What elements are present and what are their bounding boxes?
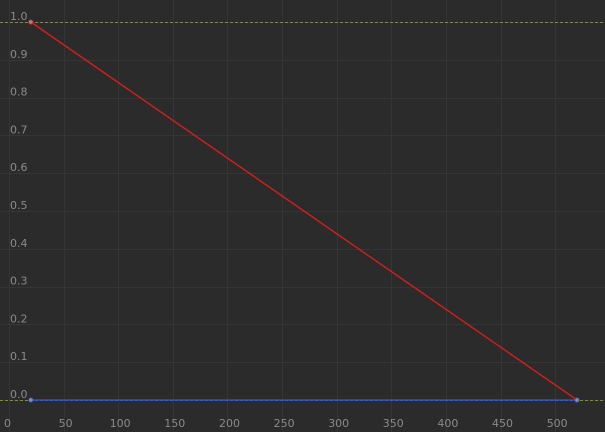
- series-line-0: [30, 21, 578, 401]
- curve-series: [30, 21, 578, 401]
- x-tick-label: 200: [219, 417, 240, 430]
- x-tick-labels: 0 50 100 150 200 250 300 350 400 450 500: [4, 417, 568, 430]
- y-tick-label: 0.6: [10, 161, 28, 174]
- y-tick-label: 0.5: [10, 199, 28, 212]
- y-tick-label: 0.3: [10, 275, 28, 288]
- keyframe-point-1-0[interactable]: [28, 397, 34, 403]
- y-tick-label: 0.0: [10, 388, 28, 401]
- y-tick-label: 0.1: [10, 350, 28, 363]
- y-tick-label: 0.9: [10, 48, 28, 61]
- keyframe-point-0-0[interactable]: [28, 19, 34, 25]
- x-tick-label: 500: [547, 417, 568, 430]
- x-tick-label: 250: [274, 417, 295, 430]
- curve-keyframes[interactable]: [28, 19, 580, 403]
- x-tick-label: 100: [110, 417, 131, 430]
- x-tick-label: 50: [59, 417, 73, 430]
- x-tick-label: 0: [4, 417, 11, 430]
- y-tick-label: 1.0: [10, 10, 28, 23]
- x-tick-label: 150: [164, 417, 185, 430]
- x-tick-label: 300: [328, 417, 349, 430]
- keyframe-point-1-1[interactable]: [574, 397, 580, 403]
- x-tick-label: 350: [383, 417, 404, 430]
- y-tick-label: 0.7: [10, 123, 28, 136]
- y-tick-labels: 0.0 0.1 0.2 0.3 0.4 0.5 0.6 0.7 0.8 0.9 1.0: [10, 10, 28, 401]
- y-tick-label: 0.2: [10, 312, 28, 325]
- x-tick-label: 400: [437, 417, 458, 430]
- y-tick-label: 0.8: [10, 86, 28, 99]
- y-tick-label: 0.4: [10, 237, 28, 250]
- x-tick-label: 450: [492, 417, 513, 430]
